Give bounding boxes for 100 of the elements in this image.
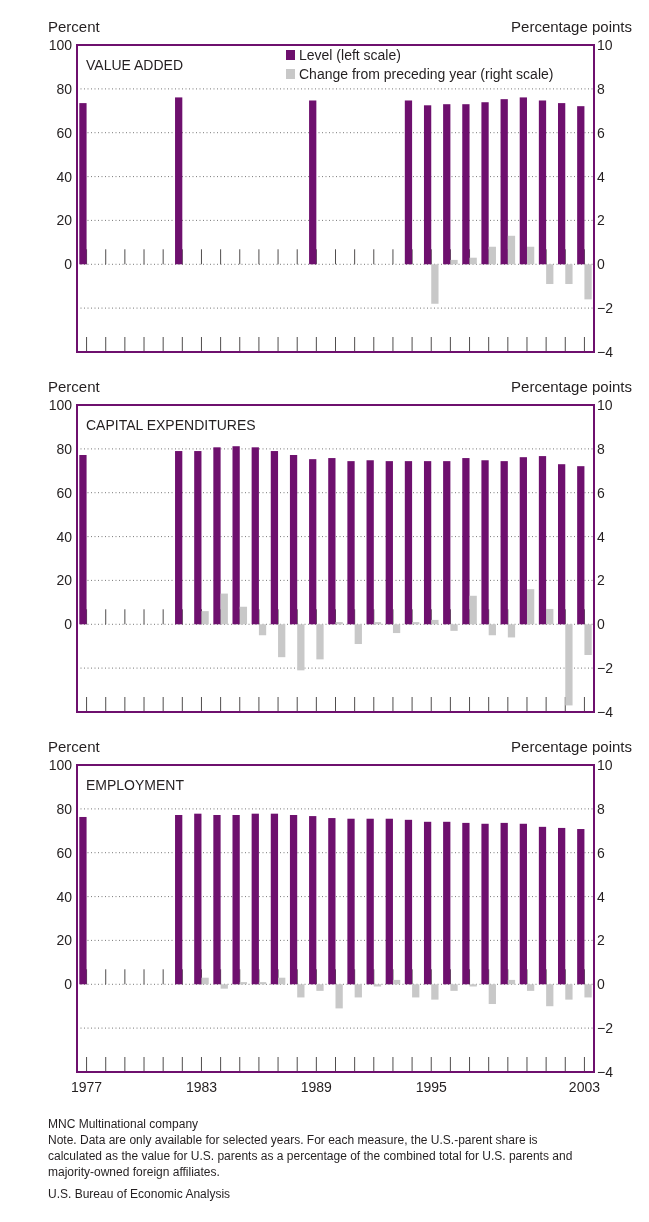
bar [220, 984, 228, 989]
bar [500, 461, 508, 625]
y2-tick-label: 6 [597, 484, 605, 501]
bar [316, 624, 324, 660]
bar [507, 624, 516, 638]
y2-tick-label: 2 [597, 212, 605, 229]
y2-tick-label: 2 [597, 932, 605, 949]
y2-tick-label: 8 [597, 80, 605, 97]
bar [469, 595, 477, 625]
x-tick-label: 1977 [71, 1079, 103, 1095]
y2-tick-label: −4 [597, 1064, 614, 1080]
bar [488, 246, 496, 265]
x-tick-label: 2003 [568, 1079, 601, 1095]
bar [431, 619, 439, 625]
y-tick-label: 40 [56, 528, 73, 545]
text: VALUE ADDED [86, 57, 183, 73]
bar [201, 611, 209, 625]
bar [584, 624, 592, 655]
y-tick-label: 20 [56, 212, 73, 229]
bar [309, 459, 317, 625]
y2-tick-label: −4 [597, 704, 614, 720]
bar [194, 451, 202, 625]
y2-tick-label: 10 [597, 397, 613, 413]
text: EMPLOYMENT [86, 777, 185, 793]
bar [412, 984, 420, 998]
text: U.S. Bureau of Economic Analysis [48, 1187, 231, 1201]
y2-tick-label: −4 [597, 344, 614, 360]
y-tick-label: 40 [56, 168, 73, 185]
y2-tick-label: 0 [597, 976, 605, 993]
bar [526, 589, 535, 625]
bar [347, 461, 355, 625]
y-axis-title: Percent [48, 18, 101, 35]
bar [519, 457, 527, 625]
bar [558, 464, 566, 625]
legend-label: Change from preceding year (right scale) [299, 66, 554, 82]
bar [565, 624, 573, 706]
y2-axis-title: Percentage points [511, 738, 632, 755]
bar [354, 984, 362, 998]
y-tick-label: 0 [64, 256, 73, 273]
bar [431, 984, 439, 1000]
y-tick-label: 20 [56, 932, 73, 949]
bar [385, 461, 393, 625]
x-tick-label: 1983 [185, 1079, 218, 1095]
y-tick-label: 100 [48, 37, 73, 53]
y2-tick-label: 0 [597, 616, 605, 633]
y2-tick-label: 8 [597, 800, 605, 817]
bar [232, 446, 240, 625]
y2-tick-label: 6 [597, 844, 605, 861]
y-tick-label: 80 [56, 440, 73, 457]
bar [201, 977, 209, 985]
bar [278, 624, 286, 658]
bar [213, 447, 221, 625]
bar [526, 984, 535, 991]
y-tick-label: 60 [56, 124, 73, 141]
bar [488, 624, 496, 636]
bar [488, 984, 496, 1005]
x-tick-label: 1995 [415, 1079, 448, 1095]
bar [507, 235, 516, 265]
y-tick-label: 40 [56, 888, 73, 905]
y-tick-label: 20 [56, 572, 73, 589]
bar [584, 264, 592, 300]
bar [450, 259, 458, 265]
bar [175, 451, 183, 625]
y2-tick-label: −2 [597, 300, 614, 317]
x-tick-label: 1989 [300, 1079, 333, 1095]
bar [392, 624, 401, 634]
y2-tick-label: 10 [597, 37, 613, 53]
y-tick-label: 100 [48, 757, 73, 773]
bar [258, 624, 267, 636]
y-tick-label: 60 [56, 484, 73, 501]
y2-tick-label: 4 [597, 888, 605, 905]
bar [328, 458, 336, 625]
bar [538, 456, 547, 625]
bar [251, 447, 259, 625]
bar [354, 624, 362, 645]
y2-tick-label: 6 [597, 124, 605, 141]
y2-tick-label: 4 [597, 168, 605, 185]
bar [577, 466, 585, 625]
y2-tick-label: 10 [597, 757, 613, 773]
y2-axis-title: Percentage points [511, 18, 632, 35]
bar [443, 461, 451, 625]
y-axis-title: Percent [48, 378, 101, 395]
bar [289, 455, 298, 625]
bar [297, 624, 305, 671]
y2-tick-label: 8 [597, 440, 605, 457]
bar [270, 451, 279, 625]
text: CAPITAL EXPENDITURES [86, 417, 256, 433]
y2-tick-label: −2 [597, 660, 614, 677]
bar [481, 460, 489, 625]
bar [297, 984, 305, 998]
bar [423, 461, 432, 625]
bar [565, 984, 573, 1000]
bar [220, 593, 228, 625]
bar [239, 606, 248, 625]
bar [450, 624, 458, 631]
y2-tick-label: 2 [597, 572, 605, 589]
y-tick-label: 80 [56, 800, 73, 817]
bar [565, 264, 573, 285]
y-tick-label: 0 [64, 616, 73, 633]
bar [546, 984, 554, 1007]
